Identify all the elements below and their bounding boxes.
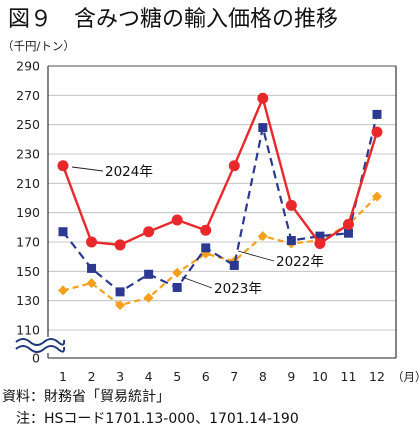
data-point (285, 199, 297, 211)
data-point (58, 285, 68, 296)
y-tick-label: 270 (16, 88, 40, 103)
x-axis-unit: （月） (392, 370, 420, 384)
data-point (115, 300, 126, 311)
x-tick-label: 7 (230, 369, 238, 384)
data-point (200, 224, 212, 236)
data-point (86, 236, 98, 248)
source-note: 資料：財務省「貿易統計」 (2, 389, 170, 405)
y-tick-label: 250 (16, 117, 40, 132)
data-point (144, 269, 154, 279)
data-point (86, 278, 97, 289)
series-labels: 2024年 2022年 2023年 (71, 164, 324, 297)
y-tick-label: 230 (16, 147, 40, 162)
data-point (372, 109, 382, 119)
label-leader-line (237, 250, 275, 262)
data-point (143, 226, 155, 238)
series-label-2022年: 2022年 (276, 254, 324, 270)
y-tick-label: 210 (16, 176, 40, 191)
x-tick-label: 6 (202, 369, 210, 384)
data-point (371, 126, 383, 138)
hs-code-note: 注：HSコード1701.13-000、1701.14-190 (2, 411, 299, 427)
axis-break-wave-bottom (15, 345, 66, 353)
data-point (58, 227, 68, 237)
data-point (57, 160, 69, 172)
data-point (228, 160, 240, 172)
grid-lines (48, 65, 396, 331)
label-leader-line (181, 276, 213, 289)
data-point (257, 231, 268, 242)
data-point (258, 123, 268, 133)
y-tick-label: 150 (16, 264, 40, 279)
data-point (87, 263, 97, 273)
y-tick-label: 170 (16, 235, 40, 250)
data-point (343, 228, 353, 238)
x-tick-label: 8 (259, 369, 267, 384)
x-tick-label: 9 (287, 369, 295, 384)
x-tick-label: 4 (145, 369, 153, 384)
x-tick-label: 1 (59, 369, 67, 384)
series-label-2024年: 2024年 (105, 164, 153, 180)
data-point (171, 214, 183, 226)
data-point (229, 260, 239, 270)
data-point (115, 287, 125, 297)
data-point (342, 218, 354, 230)
chart-title: 図９ 含みつ糖の輸入価格の推移 (8, 7, 338, 32)
label-leader-line (71, 166, 104, 172)
data-point (201, 243, 211, 253)
series-2024年 (57, 92, 383, 251)
data-point (257, 92, 269, 104)
axes (15, 65, 397, 359)
series-layer (57, 92, 383, 311)
data-point (314, 237, 326, 249)
y-axis-unit: （千円/トン） (2, 39, 75, 53)
x-tick-label: 2 (88, 369, 96, 384)
series-line (62, 114, 379, 293)
data-point (172, 282, 182, 292)
series-label-2023年: 2023年 (214, 281, 262, 297)
y-tick-label: 190 (16, 205, 40, 220)
data-point (143, 292, 154, 303)
series-2023年 (58, 109, 382, 297)
data-point (286, 236, 296, 246)
x-tick-label: 11 (341, 369, 357, 384)
y-tick-label: 290 (16, 59, 40, 74)
x-tick-label: 10 (312, 369, 328, 384)
y-tick-label: 130 (16, 293, 40, 308)
data-point (315, 231, 325, 241)
x-tick-label: 3 (116, 369, 124, 384)
y-tick-label: 110 (16, 323, 40, 338)
axis-break-wave-top (15, 338, 66, 346)
data-point (372, 191, 382, 202)
data-point (172, 267, 183, 278)
x-tick-label: 5 (173, 369, 181, 384)
x-tick-label: 12 (369, 369, 385, 384)
data-point (114, 239, 126, 251)
y-tick-label: 0 (32, 351, 40, 366)
